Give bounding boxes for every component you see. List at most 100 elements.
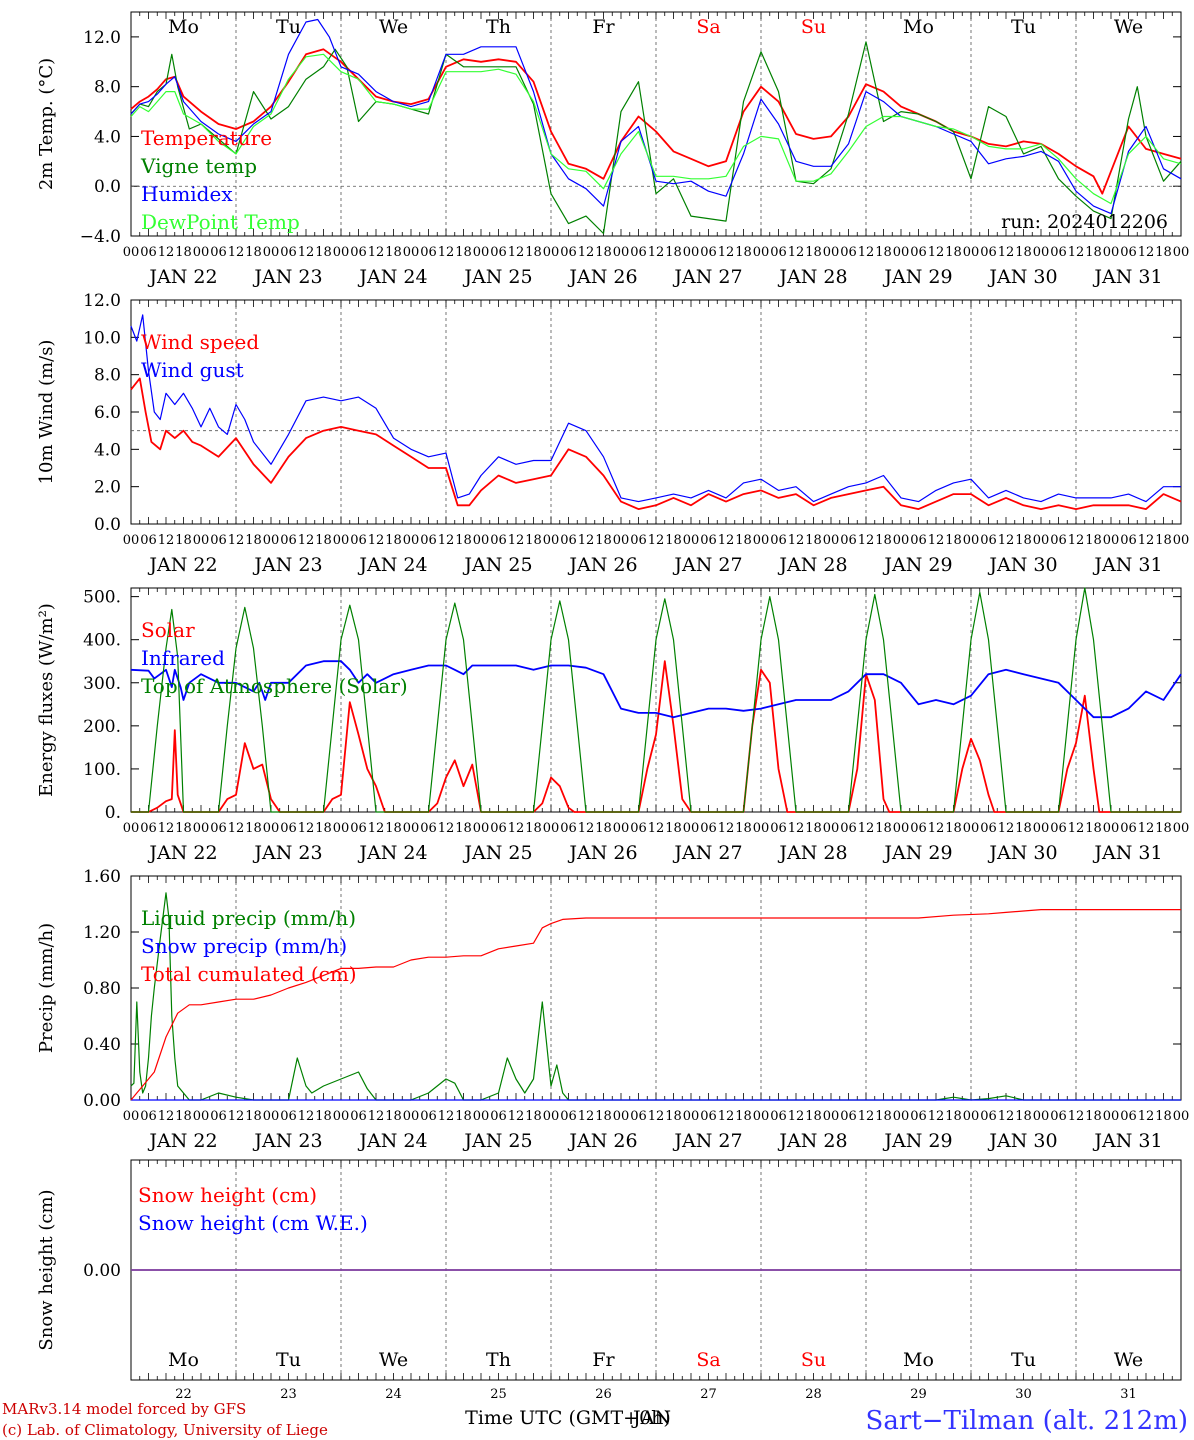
hour-tick-label: 06 [210, 533, 227, 548]
hour-tick-label: 00 [1173, 245, 1190, 260]
hour-tick-label: 00 [683, 1109, 700, 1124]
hour-tick-label: 06 [1050, 1109, 1067, 1124]
hour-tick-label: 00 [613, 533, 630, 548]
hour-tick-label: 18 [595, 821, 612, 836]
legend-label: Snow height (cm W.E.) [138, 1211, 368, 1235]
day-number-label: 30 [1015, 1387, 1032, 1402]
legend-label: Temperature [141, 126, 272, 150]
day-number-label: 28 [805, 1387, 822, 1402]
y-tick-label: 12.0 [83, 291, 121, 311]
hour-tick-label: 12 [648, 245, 665, 260]
hour-tick-label: 12 [228, 1109, 245, 1124]
hour-tick-label: 18 [315, 533, 332, 548]
day-label: JAN 31 [1092, 266, 1162, 288]
hour-tick-label: 18 [175, 1109, 192, 1124]
day-label: JAN 29 [882, 554, 952, 576]
hour-tick-label: 18 [385, 821, 402, 836]
y-tick-label: 0.0 [94, 515, 121, 535]
hour-tick-label: 06 [210, 1109, 227, 1124]
weekday-label: We [1114, 16, 1143, 38]
day-number-label: 31 [1120, 1387, 1137, 1402]
day-label: JAN 27 [672, 1130, 742, 1152]
hour-tick-label: 12 [368, 821, 385, 836]
hour-tick-label: 12 [228, 245, 245, 260]
hour-tick-label: 12 [298, 1109, 315, 1124]
day-label: JAN 29 [882, 842, 952, 864]
hour-tick-label: 00 [823, 245, 840, 260]
hour-tick-label: 18 [665, 1109, 682, 1124]
hour-tick-label: 12 [858, 1109, 875, 1124]
day-label: JAN 27 [672, 554, 742, 576]
panel-snow: 0.00 Snow height (cm) Snow height (cm) Snow… [36, 1159, 1182, 1402]
hour-tick-label: 12 [508, 245, 525, 260]
hour-tick-label: 00 [263, 533, 280, 548]
hour-tick-label: 06 [910, 533, 927, 548]
hour-tick-label: 00 [1173, 1109, 1190, 1124]
hour-tick-label: 12 [508, 821, 525, 836]
hour-tick-label: 00 [683, 821, 700, 836]
hour-tick-label: 12 [928, 245, 945, 260]
hour-tick-label: 00 [473, 821, 490, 836]
hour-tick-label: 00 [193, 1109, 210, 1124]
hour-tick-label: 06 [350, 1109, 367, 1124]
hour-tick-label: 12 [788, 821, 805, 836]
panel-frame [130, 11, 1182, 237]
legend-label: Wind gust [141, 358, 244, 382]
hour-tick-label: 06 [490, 533, 507, 548]
hour-tick-label: 18 [455, 533, 472, 548]
hour-tick-label: 12 [508, 533, 525, 548]
hour-tick-label: 12 [298, 821, 315, 836]
hour-tick-label: 00 [963, 1109, 980, 1124]
hour-tick-label: 18 [735, 1109, 752, 1124]
hour-tick-label: 06 [910, 821, 927, 836]
hour-tick-label: 18 [1015, 245, 1032, 260]
hour-tick-label: 00 [1173, 533, 1190, 548]
hour-tick-label: 06 [630, 533, 647, 548]
hour-tick-label: 18 [875, 821, 892, 836]
hour-tick-label: 00 [333, 1109, 350, 1124]
hour-tick-label: 12 [508, 1109, 525, 1124]
series-line-temperature [130, 48, 1182, 195]
panel-wind: 0.0 2.0 4.0 6.0 8.0 10.0 12.0 10m Wind (m/s) Win… [36, 291, 1189, 576]
hour-tick-label: 06 [1120, 1109, 1137, 1124]
hour-tick-label: 06 [350, 533, 367, 548]
hour-tick-label: 18 [1015, 1109, 1032, 1124]
day-label: JAN 25 [462, 554, 532, 576]
hour-tick-label: 06 [910, 1109, 927, 1124]
hour-tick-label: 12 [1138, 533, 1155, 548]
hour-tick-label: 00 [263, 821, 280, 836]
day-label: JAN 31 [1092, 554, 1162, 576]
hour-tick-label: 00 [893, 1109, 910, 1124]
weekday-label: Fr [592, 16, 615, 38]
hour-tick-label: 18 [525, 533, 542, 548]
hour-tick-label: 12 [788, 245, 805, 260]
hour-tick-label: 18 [1015, 821, 1032, 836]
hour-tick-label: 18 [945, 245, 962, 260]
hour-tick-label: 06 [980, 533, 997, 548]
day-label: JAN 22 [147, 842, 217, 864]
day-label: JAN 26 [567, 842, 637, 864]
day-number-label: 25 [490, 1387, 507, 1402]
hour-tick-label: 12 [1068, 533, 1085, 548]
hour-tick-label: 06 [1120, 533, 1137, 548]
hour-tick-label: 18 [455, 245, 472, 260]
day-label: JAN 29 [882, 1130, 952, 1152]
hour-tick-label: 00 [613, 1109, 630, 1124]
legend-label: Snow height (cm) [138, 1183, 317, 1207]
weekday-label: Tu [1011, 16, 1036, 38]
hour-tick-label: 00 [683, 245, 700, 260]
hour-tick-label: 00 [123, 821, 140, 836]
day-label: JAN 23 [252, 842, 322, 864]
day-number-label: 24 [385, 1387, 402, 1402]
y-tick-label: 10.0 [83, 328, 121, 348]
hour-tick-label: 12 [998, 1109, 1015, 1124]
hour-tick-label: 00 [333, 533, 350, 548]
day-number-label: 23 [280, 1387, 297, 1402]
hour-tick-label: 12 [788, 533, 805, 548]
hour-tick-label: 06 [840, 1109, 857, 1124]
series-line-dewpoint-temp [130, 53, 1182, 205]
hour-tick-label: 18 [455, 821, 472, 836]
hour-tick-label: 12 [1068, 245, 1085, 260]
hour-tick-label: 06 [280, 821, 297, 836]
hour-tick-label: 12 [438, 1109, 455, 1124]
